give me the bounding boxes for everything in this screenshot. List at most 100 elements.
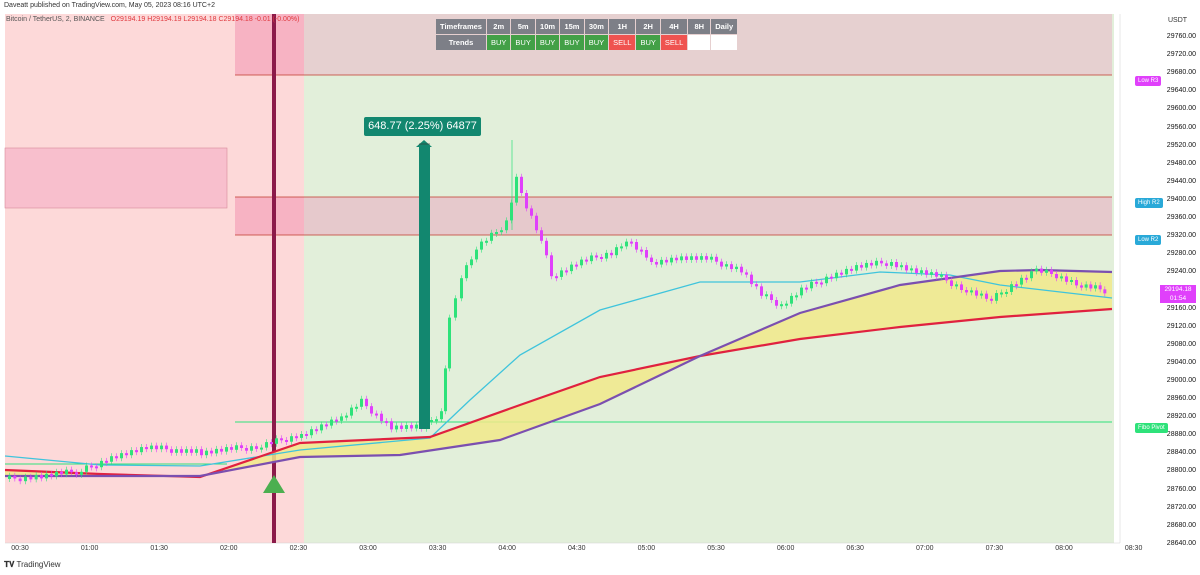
time-tick: 06:30 <box>846 545 864 552</box>
pivot-label-low-r3: Low R3 <box>1135 76 1162 86</box>
time-tick: 01:00 <box>80 545 99 552</box>
candle <box>305 434 308 436</box>
candle <box>505 220 508 231</box>
price-tick: 28760.00 <box>1166 485 1196 493</box>
publish-header: Daveatt published on TradingView.com, Ma… <box>0 0 1200 14</box>
candle <box>190 449 193 453</box>
candle <box>160 445 163 450</box>
candle <box>165 445 168 450</box>
candle <box>625 241 628 247</box>
candle <box>630 241 633 244</box>
candle <box>480 241 483 250</box>
candle <box>520 176 523 193</box>
candle <box>1035 268 1038 272</box>
price-tick: 29680.00 <box>1166 69 1196 77</box>
price-tick: 29160.00 <box>1166 304 1196 312</box>
candle <box>385 421 388 424</box>
time-tick: 05:00 <box>637 545 656 552</box>
candle <box>935 272 938 277</box>
candle <box>245 448 248 451</box>
candle <box>870 262 873 266</box>
pivot-label-low-r2: Low R2 <box>1135 235 1162 245</box>
candle <box>1075 280 1078 286</box>
price-tick: 29120.00 <box>1166 322 1196 330</box>
time-tick: 08:00 <box>1055 545 1073 552</box>
candle <box>655 262 658 265</box>
price-tick: 29520.00 <box>1166 141 1196 149</box>
trend-table: Timeframes 2m 5m 10m 15m 30m 1H 2H 4H 8H… <box>435 18 738 51</box>
upper-pink-box <box>235 14 304 75</box>
timeframe-row: Timeframes 2m 5m 10m 15m 30m 1H 2H 4H 8H… <box>436 19 738 34</box>
candle <box>675 257 678 261</box>
candle <box>1015 284 1018 287</box>
candle <box>220 448 223 452</box>
price-tick: 29040.00 <box>1166 358 1196 366</box>
tf-cell: Daily <box>711 19 738 34</box>
candle <box>130 450 133 456</box>
candle <box>735 266 738 270</box>
left-pink-box <box>4 147 228 209</box>
candle <box>500 230 503 233</box>
candle <box>575 264 578 267</box>
candle <box>885 263 888 266</box>
candle <box>345 415 348 418</box>
candle <box>1080 285 1083 288</box>
candle <box>745 272 748 275</box>
candle <box>140 447 143 453</box>
candle <box>795 295 798 298</box>
candle <box>605 252 608 259</box>
tf-cell: 5m <box>511 19 535 34</box>
candle <box>470 259 473 266</box>
candle <box>890 262 893 266</box>
candle <box>454 298 457 318</box>
candle <box>34 474 38 480</box>
signal-bar <box>272 14 276 543</box>
candle <box>530 208 533 216</box>
candle <box>1025 277 1028 280</box>
candle <box>275 438 278 444</box>
candle <box>1000 292 1003 295</box>
candle <box>255 446 258 449</box>
candle <box>755 284 758 287</box>
price-tick: 28960.00 <box>1166 395 1196 402</box>
price-tick: 29000.00 <box>1166 376 1196 384</box>
tf-cell: 2m <box>487 19 511 34</box>
candle <box>215 448 218 454</box>
candle <box>965 290 968 293</box>
candle <box>8 475 11 479</box>
candle <box>465 265 468 279</box>
candle <box>705 256 708 260</box>
candle <box>875 260 878 266</box>
tf-cell: 4H <box>660 19 688 34</box>
trend-cell <box>711 35 738 50</box>
candle <box>170 449 173 453</box>
candle <box>100 460 103 468</box>
candle <box>280 438 283 441</box>
candle <box>765 294 768 297</box>
candle <box>1065 276 1068 282</box>
candle <box>695 256 698 260</box>
footer-brand: TradingView <box>16 560 61 569</box>
candle <box>665 259 668 263</box>
time-tick: 07:00 <box>916 545 934 552</box>
candle <box>805 287 808 290</box>
candle <box>448 317 451 369</box>
candles <box>8 140 1107 485</box>
candle <box>65 469 68 475</box>
candle <box>1050 269 1053 274</box>
candle <box>85 465 88 472</box>
tf-cell: 8H <box>688 19 711 34</box>
price-tick: 28720.00 <box>1166 503 1196 511</box>
candle <box>405 425 408 429</box>
ohlc-values: O29194.19 H29194.19 L29194.18 C29194.18 … <box>110 16 300 23</box>
candle <box>360 398 363 407</box>
symbol-name[interactable]: Bitcoin / TetherUS, 2, BINANCE <box>6 16 105 23</box>
price-tick: 29280.00 <box>1166 250 1196 258</box>
candle <box>565 270 568 273</box>
candle <box>90 465 93 468</box>
publish-info: Daveatt published on TradingView.com, Ma… <box>4 2 215 9</box>
pivot-label-fibo-pivot: Fibo Pivot <box>1135 423 1168 433</box>
trend-cell: BUY <box>487 35 511 50</box>
candle <box>105 460 108 463</box>
